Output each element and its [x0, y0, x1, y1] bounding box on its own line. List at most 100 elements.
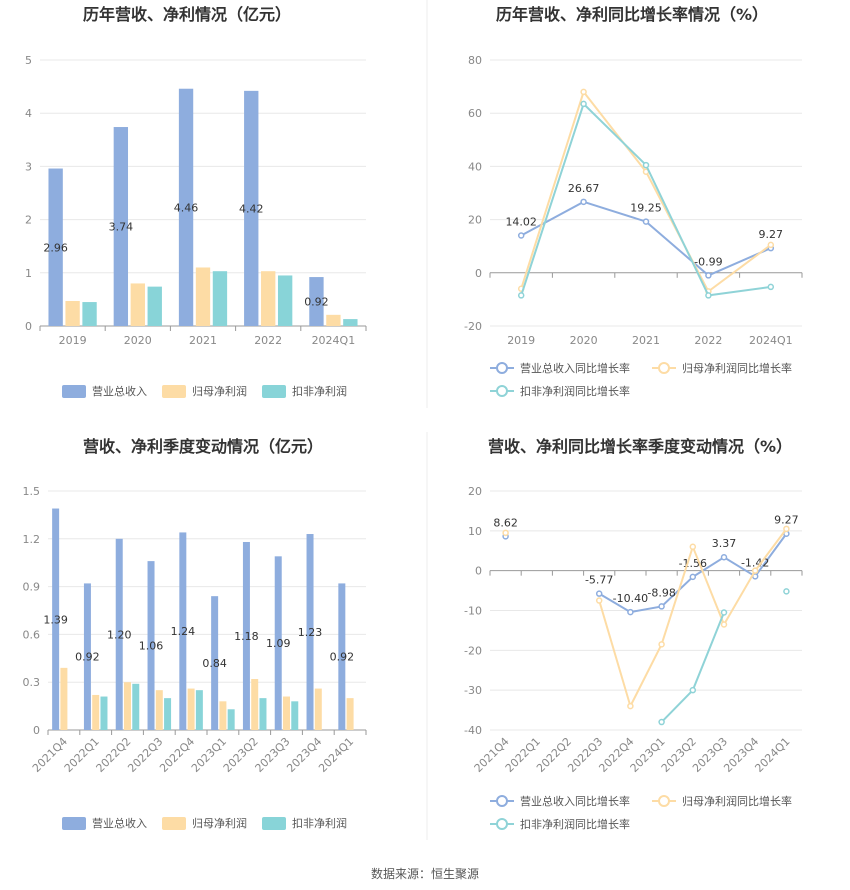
data-point: [627, 702, 634, 710]
data-label: 1.39: [43, 613, 68, 626]
legend-label: 营业总收入: [92, 816, 147, 830]
y-tick-label: 3: [25, 160, 32, 173]
bar: [346, 698, 354, 730]
bar: [277, 275, 293, 326]
data-point: [595, 597, 603, 604]
bar: [343, 319, 358, 326]
legend-label: 营业总收入同比增长率: [520, 794, 630, 808]
bar: [227, 709, 235, 730]
data-label: -10.40: [613, 592, 648, 605]
data-point: [783, 588, 790, 595]
x-tick-label: 2019: [507, 334, 535, 347]
data-point: [689, 686, 697, 694]
y-tick-label: 0.3: [23, 676, 41, 689]
legend-swatch: [62, 385, 86, 398]
bar: [100, 696, 108, 730]
chart-title: 历年营收、净利情况（亿元）: [83, 5, 291, 24]
y-tick-label: 40: [468, 160, 482, 173]
legend-label: 营业总收入: [92, 384, 147, 398]
legend-label: 扣非净利润: [292, 816, 347, 830]
y-tick-label: 80: [468, 54, 482, 67]
data-point: [658, 603, 665, 610]
data-label: -0.99: [694, 255, 722, 268]
quarterly-growth-rate-chart: 营收、净利同比增长率季度变动情况（%）-40-30-20-10010202021…: [464, 437, 803, 831]
y-tick-label: -40: [464, 724, 482, 737]
bar: [195, 267, 211, 326]
data-point: [642, 161, 650, 169]
data-point: [642, 218, 650, 225]
data-point: [720, 609, 728, 616]
legend-label: 归母净利润: [192, 816, 247, 830]
bar: [147, 561, 155, 730]
series-line: [660, 612, 725, 723]
data-label: 4.46: [174, 201, 199, 214]
data-point: [517, 232, 525, 239]
bar: [306, 534, 314, 730]
series-line: [520, 89, 772, 293]
data-label: 0.84: [202, 657, 227, 670]
data-point: [689, 543, 697, 551]
bar: [219, 701, 227, 730]
data-point: [689, 573, 697, 581]
data-label: 19.25: [630, 202, 662, 215]
data-point: [751, 567, 759, 574]
data-point: [580, 88, 587, 96]
legend-label: 扣非净利润同比增长率: [520, 817, 630, 831]
bar: [65, 300, 80, 326]
data-label: 8.62: [493, 516, 518, 529]
data-label: 0.92: [304, 296, 329, 309]
data-point: [705, 292, 712, 299]
legend-label: 归母净利润: [192, 384, 247, 398]
data-point: [627, 608, 634, 616]
data-label: 9.27: [774, 514, 799, 527]
y-tick-label: 20: [468, 214, 482, 227]
annual-revenue-profit-chart: 历年营收、净利情况（亿元） 0 1 2 3 4 5 2019 2020 2021 2022 2024Q…: [25, 5, 367, 398]
bar: [211, 596, 219, 730]
y-tick-label: -20: [464, 644, 482, 657]
data-label: 1.18: [234, 630, 259, 643]
bar: [242, 541, 250, 730]
x-tick-label: 2022: [694, 334, 722, 347]
data-label: 1.06: [139, 640, 164, 653]
y-tick-label: 1: [25, 267, 32, 280]
bar: [164, 698, 172, 730]
bar: [244, 90, 259, 326]
x-tick-label: 2019: [59, 334, 87, 347]
y-tick-label: 0.9: [23, 581, 41, 594]
data-point: [658, 718, 665, 726]
data-label: 1.09: [266, 637, 291, 650]
data-label: 3.37: [712, 537, 737, 550]
quarterly-revenue-profit-chart: 营收、净利季度变动情况（亿元）00.30.60.91.21.52021Q4202…: [23, 437, 367, 830]
data-label: 9.27: [759, 228, 784, 241]
data-point: [580, 198, 587, 206]
bar: [291, 701, 299, 730]
bar: [82, 302, 97, 326]
legend-swatch: [262, 817, 286, 830]
y-tick-label: -30: [464, 684, 482, 697]
y-tick-label: 4: [25, 107, 32, 120]
x-tick-label: 2024Q1: [316, 735, 356, 775]
bar: [338, 583, 346, 730]
series-line: [520, 102, 771, 297]
chart-title: 历年营收、净利同比增长率情况（%）: [496, 5, 768, 24]
legend-label: 归母净利润同比增长率: [682, 361, 792, 375]
chart-title: 营收、净利同比增长率季度变动情况（%）: [488, 437, 792, 456]
y-tick-label: 20: [468, 485, 482, 498]
legend-swatch: [262, 385, 286, 398]
data-point: [658, 641, 665, 648]
bar: [52, 508, 60, 730]
y-tick-label: 60: [468, 107, 482, 120]
bar: [92, 694, 100, 730]
y-tick-label: 1.5: [23, 485, 41, 498]
bar: [251, 679, 259, 730]
data-label: 26.67: [568, 182, 600, 195]
bar: [309, 277, 324, 326]
data-label: 4.42: [239, 202, 264, 215]
legend-marker: [496, 362, 508, 374]
bar: [179, 532, 187, 730]
bar: [132, 683, 140, 730]
legend-marker: [496, 385, 508, 397]
data-point: [720, 621, 728, 628]
bar: [115, 538, 123, 730]
